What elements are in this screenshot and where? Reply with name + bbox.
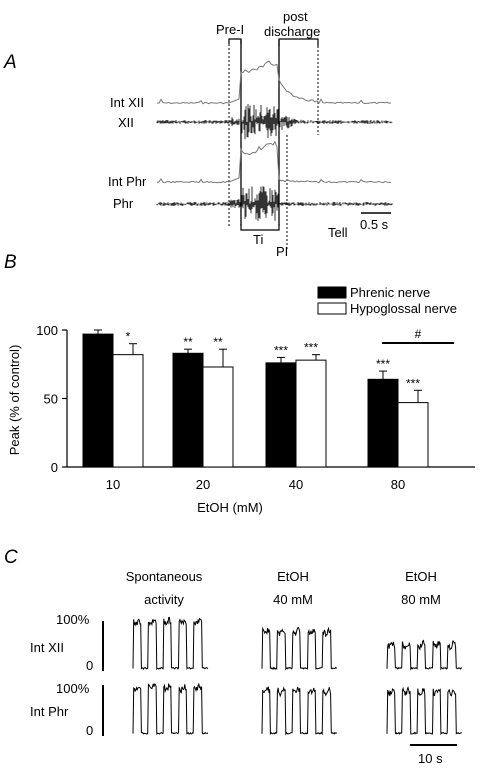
bar-phrenic: [172, 352, 204, 468]
ti-label: Ti: [253, 232, 263, 247]
int-xii-label: Int XII: [110, 95, 144, 110]
bar-phrenic: [265, 362, 297, 468]
significance-mark: *: [126, 330, 131, 344]
pi-label: PI: [276, 244, 288, 259]
bar-phrenic: [82, 333, 114, 468]
legend-swatch-phrenic: [317, 286, 347, 299]
integrated-activity-traces: [132, 616, 463, 736]
x-tick-label: 80: [391, 477, 405, 492]
x-tick-label: 10: [106, 477, 120, 492]
col-1-label-line2: activity: [144, 592, 184, 607]
significance-mark: ***: [406, 376, 420, 390]
int-phr-trace: [156, 140, 392, 184]
x-axis-label: EtOH (mM): [197, 500, 263, 515]
row-1-top-label: 100%: [56, 612, 90, 627]
row-2-name-label: Int Phr: [30, 704, 69, 719]
significance-mark: ***: [376, 357, 390, 371]
col-2-label-line1: EtOH: [277, 569, 309, 584]
y-tick-label: 0: [51, 460, 58, 475]
y-tick-label: 100: [36, 323, 58, 338]
bar-hypoglossal: [112, 354, 144, 468]
legend-swatch-hypoglossal: [317, 302, 347, 315]
bar-phrenic: [367, 378, 399, 468]
pre-i-label: Pre-I: [216, 22, 244, 37]
row-2-bottom-label: 0: [86, 723, 93, 738]
post-discharge-label-2: discharge: [264, 24, 320, 39]
y-axis-label: Peak (% of control): [7, 345, 22, 456]
legend-label-hypoglossal: Hypoglossal nerve: [350, 301, 457, 316]
row-1-name-label: Int XII: [30, 640, 64, 655]
integrated-trace: [261, 686, 338, 736]
bar-hypoglossal: [295, 359, 327, 468]
row-1-bottom-label: 0: [86, 658, 93, 673]
ti-bracket: [240, 224, 280, 231]
int-xii-trace: [156, 60, 392, 105]
row-2-top-label: 100%: [56, 681, 90, 696]
integrated-trace: [386, 685, 463, 736]
significance-mark: **: [213, 335, 223, 349]
bar-hypoglossal: [202, 366, 234, 468]
col-1-label-line1: Spontaneous: [126, 569, 203, 584]
time-scale-label-c: 10 s: [418, 751, 443, 766]
col-3-label-line2: 80 mM: [401, 592, 441, 607]
panel-a: A Pre-I post discharge Int XII XII Int P…: [3, 9, 393, 259]
pre-i-bracket: [228, 38, 242, 44]
bar-chart: 0 50 100 10 * 20 ** ** 40 *** *** 80 *** *** #: [36, 323, 454, 492]
int-phr-label: Int Phr: [108, 174, 147, 189]
legend-label-phrenic: Phrenic nerve: [350, 285, 430, 300]
phr-label: Phr: [113, 196, 134, 211]
comparison-mark: #: [415, 327, 422, 341]
significance-mark: ***: [274, 343, 288, 357]
significance-mark: **: [183, 335, 193, 349]
xii-label: XII: [118, 115, 134, 130]
col-2-label-line2: 40 mM: [273, 592, 313, 607]
bar-hypoglossal: [397, 402, 429, 468]
col-3-label-line1: EtOH: [405, 569, 437, 584]
panel-b-letter: B: [4, 252, 17, 273]
integrated-trace: [132, 682, 209, 736]
time-scale-label-a: 0.5 s: [360, 217, 389, 232]
y-tick-label: 50: [44, 392, 58, 407]
panel-c-letter: C: [4, 547, 18, 568]
xii-trace: [156, 104, 393, 140]
panel-a-letter: A: [3, 52, 17, 73]
integrated-trace: [261, 626, 338, 671]
integrated-trace: [386, 639, 462, 671]
x-tick-label: 40: [289, 477, 303, 492]
integrated-trace: [132, 616, 209, 671]
significance-mark: ***: [304, 341, 318, 355]
panel-c: C Spontaneous activity EtOH 40 mM EtOH 8…: [4, 547, 463, 766]
panel-b: B Phrenic nerve Hypoglossal nerve Peak (…: [4, 252, 475, 515]
phr-trace: [156, 186, 393, 221]
post-discharge-label-1: post: [283, 9, 308, 24]
tell-label: Tell: [328, 225, 348, 240]
x-tick-label: 20: [196, 477, 210, 492]
post-discharge-bracket: [278, 38, 319, 46]
